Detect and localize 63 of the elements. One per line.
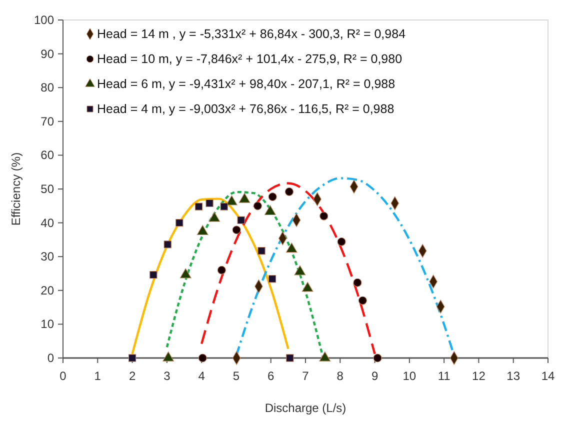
x-tick-label: 2 xyxy=(128,369,136,383)
legend-label: Head = 10 m, y = -7,846x² + 101,4x - 275,9, R² = 0,980 xyxy=(97,52,402,66)
x-tick-label: 5 xyxy=(232,369,240,383)
point xyxy=(128,354,136,362)
point xyxy=(238,192,250,203)
x-tick-label: 3 xyxy=(164,369,171,383)
y-axis-title: Efficiency (%) xyxy=(9,152,23,226)
point xyxy=(258,247,266,255)
x-tick-label: 9 xyxy=(371,369,378,383)
x-tick-label: 10 xyxy=(402,369,416,383)
x-tick-label: 1 xyxy=(94,369,102,383)
x-tick-label: 7 xyxy=(302,369,310,383)
y-tick-label: 90 xyxy=(40,46,54,61)
point xyxy=(194,202,203,210)
point xyxy=(264,205,276,216)
point xyxy=(286,242,298,253)
point xyxy=(302,282,314,292)
x-tick-label: 4 xyxy=(198,369,206,383)
point xyxy=(196,225,208,235)
y-tick-label: 20 xyxy=(40,283,54,298)
point xyxy=(284,187,294,196)
y-tick-label: 70 xyxy=(40,114,54,128)
legend-label: Head = 4 m, y = -9,003x² + 76,86x - 116,5, R² = 0,988 xyxy=(97,102,394,116)
x-tick-label: 14 xyxy=(541,369,555,383)
y-tick-label: 50 xyxy=(40,182,54,196)
point xyxy=(268,275,276,283)
x-tick-label: 6 xyxy=(268,369,275,383)
point xyxy=(237,216,245,224)
point xyxy=(164,240,172,248)
point xyxy=(337,237,346,246)
point xyxy=(353,278,362,287)
x-tick-label: 0 xyxy=(60,369,67,383)
point xyxy=(217,266,226,274)
point xyxy=(232,226,241,234)
y-tick-label: 40 xyxy=(40,216,54,230)
point xyxy=(176,218,184,227)
y-tick-label: 30 xyxy=(40,250,54,264)
y-tick-label: 100 xyxy=(34,13,54,27)
y-tick-label: 0 xyxy=(47,351,54,365)
point xyxy=(294,265,306,276)
x-tick-label: 12 xyxy=(472,369,486,383)
point xyxy=(253,202,262,210)
x-tick-label: 11 xyxy=(438,369,451,383)
point xyxy=(208,212,220,222)
point xyxy=(320,212,328,220)
point xyxy=(226,195,238,206)
point xyxy=(180,268,192,278)
point xyxy=(268,192,277,202)
point xyxy=(373,354,382,362)
y-tick-label: 60 xyxy=(40,148,54,162)
legend-label: Head = 14 m , y = -5,331x² + 86,84x - 300,3, R² = 0,984 xyxy=(97,27,406,41)
y-tick-label: 10 xyxy=(40,317,54,332)
point xyxy=(220,202,228,210)
legend-label: Head = 6 m, y = -9,431x² + 98,40x - 207,1, R² = 0,988 xyxy=(97,77,396,91)
point xyxy=(286,354,294,362)
x-tick-label: 8 xyxy=(336,369,344,383)
point xyxy=(358,296,367,305)
y-tick-label: 80 xyxy=(40,80,54,95)
x-tick-label: 13 xyxy=(506,369,520,383)
point xyxy=(198,354,207,362)
point xyxy=(206,199,214,208)
point xyxy=(150,271,158,279)
x-axis-title: Discharge (L/s) xyxy=(264,401,346,415)
